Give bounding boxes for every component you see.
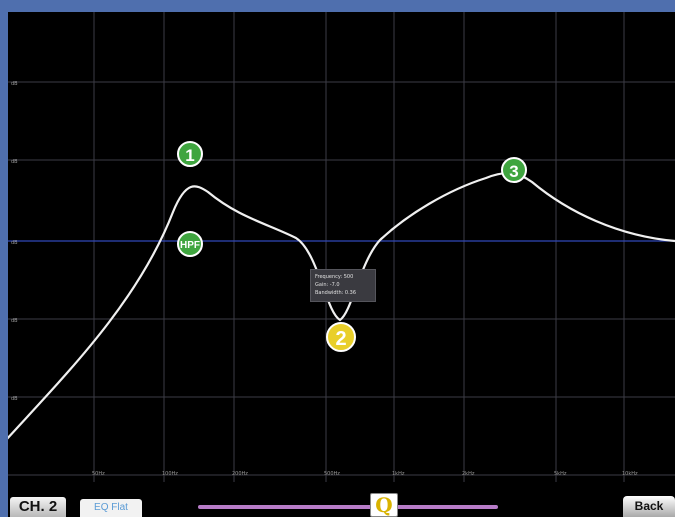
y-label: dB: [11, 240, 18, 246]
eq-response-curve: [8, 172, 675, 440]
x-label: 5kHz: [554, 471, 567, 477]
eq-graph[interactable]: dB dB dB dB dB 50Hz 100Hz 200Hz 500Hz 1k…: [8, 12, 675, 492]
bottom-toolbar: CH. 2 EQ Flat Q Back: [8, 492, 675, 517]
hpf-marker[interactable]: HPF: [177, 231, 203, 257]
vertical-grid: [93, 12, 625, 482]
x-label: 50Hz: [92, 471, 105, 477]
tooltip-frequency: Frequency: 500: [315, 274, 354, 280]
band-2-marker[interactable]: 2: [326, 322, 356, 352]
x-label: 100Hz: [162, 471, 178, 477]
eq-screen: dB dB dB dB dB 50Hz 100Hz 200Hz 500Hz 1k…: [8, 12, 675, 517]
x-label: 500Hz: [324, 471, 340, 477]
band-2-label: 2: [335, 328, 346, 350]
band-info-tooltip: Frequency: 500 Gain: -7.0 Bandwidth: 0.3…: [310, 269, 376, 302]
x-label: 2kHz: [462, 471, 475, 477]
band-1-label: 1: [185, 146, 194, 165]
x-label: 1kHz: [392, 471, 405, 477]
y-label: dB: [11, 318, 18, 324]
band-3-marker[interactable]: 3: [501, 157, 527, 183]
y-label: dB: [11, 81, 18, 87]
hpf-label: HPF: [180, 240, 200, 251]
q-slider-track[interactable]: [198, 505, 498, 509]
tooltip-bandwidth: Bandwidth: 0.36: [315, 290, 357, 296]
q-slider-handle[interactable]: Q: [370, 493, 398, 517]
back-button[interactable]: Back: [623, 496, 675, 517]
band-1-marker[interactable]: 1: [177, 141, 203, 167]
band-3-label: 3: [509, 162, 518, 181]
eq-flat-button[interactable]: EQ Flat: [80, 499, 142, 517]
channel-tab[interactable]: CH. 2: [10, 497, 66, 517]
y-label: dB: [11, 159, 18, 165]
x-label: 10kHz: [622, 471, 638, 477]
y-label: dB: [11, 396, 18, 402]
x-axis-labels: 50Hz 100Hz 200Hz 500Hz 1kHz 2kHz 5kHz 10…: [92, 471, 638, 477]
tooltip-gain: Gain: -7.0: [315, 282, 340, 288]
x-label: 200Hz: [232, 471, 248, 477]
horizontal-grid: [8, 81, 675, 476]
